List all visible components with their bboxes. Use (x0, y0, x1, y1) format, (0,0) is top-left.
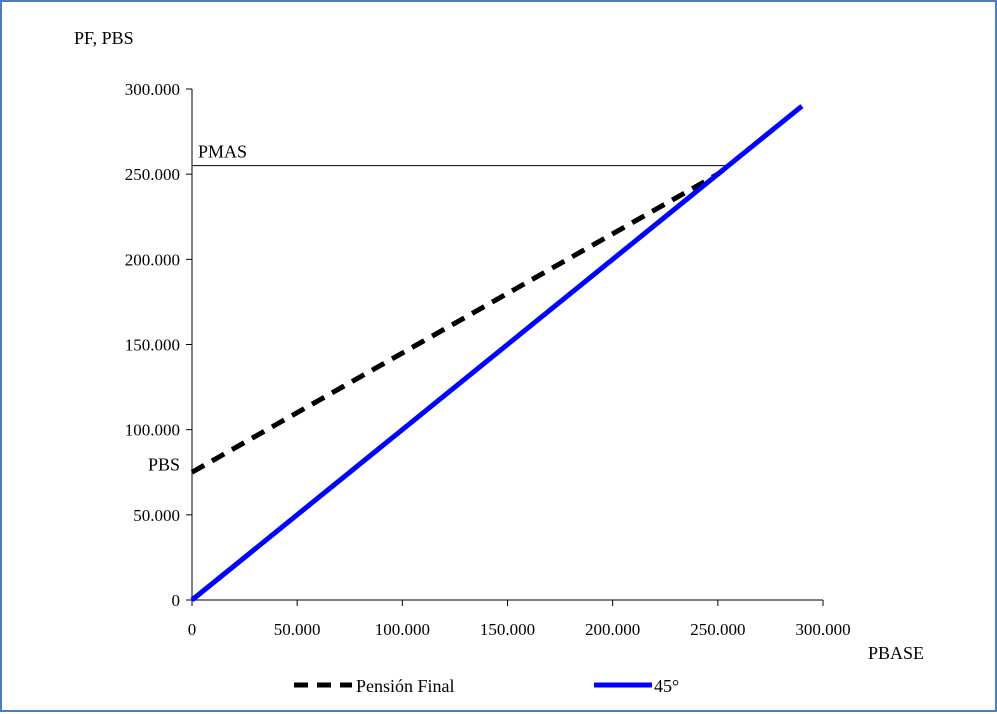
y-tick-label: 300.000 (125, 80, 180, 99)
x-tick-label: 50.000 (274, 620, 321, 639)
x-tick-label: 300.000 (795, 620, 850, 639)
legend-label-45: 45° (654, 676, 679, 696)
x-axis-title: PBASE (868, 643, 924, 663)
y-axis-title: PF, PBS (74, 28, 134, 48)
x-tick-label: 200.000 (585, 620, 640, 639)
x-tick-label: 150.000 (480, 620, 535, 639)
y-tick-label: 100.000 (125, 421, 180, 440)
legend-label-pension-final: Pensión Final (356, 676, 455, 696)
y-tick-label: 200.000 (125, 250, 180, 269)
y-tick-label: 150.000 (125, 336, 180, 355)
x-tick-label: 250.000 (690, 620, 745, 639)
x-tick-label: 0 (188, 620, 197, 639)
pmas-label: PMAS (198, 142, 247, 162)
series-45-degree-line (190, 104, 804, 602)
y-tick-label: 50.000 (133, 506, 180, 525)
x-tick-label: 100.000 (375, 620, 430, 639)
series-pension-final-line (190, 163, 730, 475)
pbs-label: PBS (148, 454, 180, 474)
y-tick-label: 0 (172, 591, 181, 610)
y-tick-label: 250.000 (125, 165, 180, 184)
